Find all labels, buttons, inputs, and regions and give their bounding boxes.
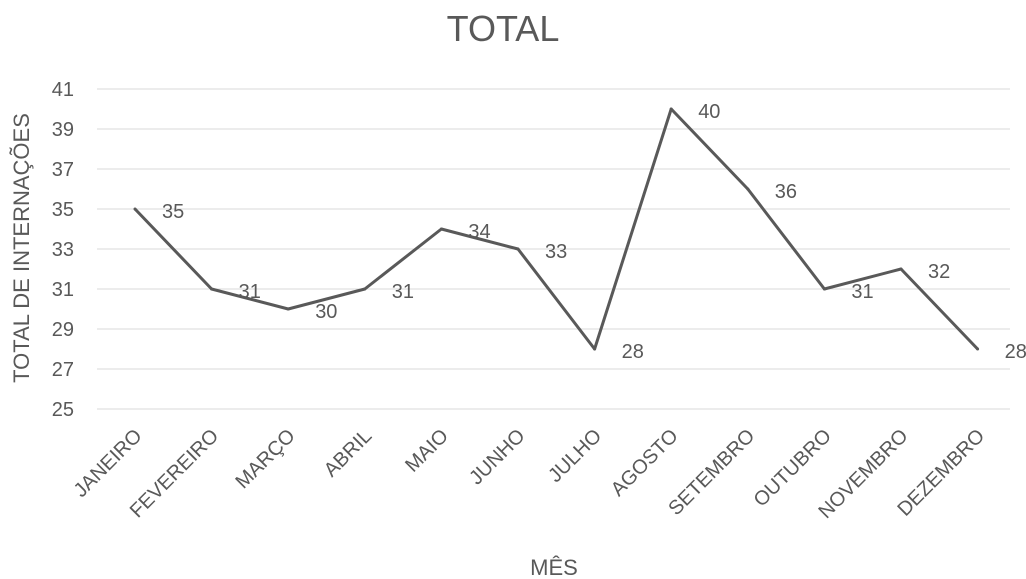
x-tick-label: ABRIL [320, 425, 376, 481]
x-tick-label: AGOSTO [607, 425, 683, 501]
data-label: 32 [928, 261, 950, 283]
series-total [133, 107, 980, 351]
data-point [286, 307, 290, 311]
y-tick-label: 31 [52, 279, 74, 301]
data-point [822, 287, 826, 291]
y-axis-ticks: 25 27 29 31 33 35 37 39 41 [52, 79, 74, 421]
data-label: 40 [698, 101, 720, 123]
x-tick-label: JULHO [544, 425, 606, 487]
x-tick-label: JANEIRO [70, 425, 147, 502]
data-point [439, 227, 443, 231]
data-point [133, 207, 137, 211]
x-axis-title: MÊS [530, 555, 578, 579]
data-point [976, 347, 980, 351]
data-label: 28 [622, 341, 644, 363]
x-tick-label: MAIO [401, 425, 453, 477]
y-tick-label: 33 [52, 239, 74, 261]
data-point [746, 187, 750, 191]
data-point [363, 287, 367, 291]
y-axis-title: TOTAL DE INTERNAÇÕES [9, 113, 34, 383]
y-tick-label: 25 [52, 399, 74, 421]
data-label: 35 [162, 201, 184, 223]
gridlines [97, 88, 1010, 410]
y-tick-label: 41 [52, 79, 74, 101]
data-point [669, 107, 673, 111]
data-label: 28 [1005, 341, 1026, 363]
data-point [593, 347, 597, 351]
data-labels: 35 31 30 31 34 33 28 40 36 31 32 28 [162, 101, 1026, 363]
chart-title: TOTAL [447, 8, 560, 49]
y-tick-label: 35 [52, 199, 74, 221]
y-tick-label: 29 [52, 319, 74, 341]
data-label: 34 [468, 221, 490, 243]
data-point [210, 287, 214, 291]
data-label: 36 [775, 181, 797, 203]
series-line [133, 107, 979, 351]
data-label: 31 [392, 281, 414, 303]
data-point [516, 247, 520, 251]
x-tick-label: JUNHO [465, 425, 529, 489]
y-tick-label: 37 [52, 159, 74, 181]
data-point [899, 267, 903, 271]
data-label: 31 [851, 281, 873, 303]
y-tick-label: 39 [52, 119, 74, 141]
data-label: 33 [545, 241, 567, 263]
x-tick-label: MARÇO [232, 425, 300, 493]
data-label: 31 [239, 281, 261, 303]
data-label: 30 [315, 301, 337, 323]
y-tick-label: 27 [52, 359, 74, 381]
